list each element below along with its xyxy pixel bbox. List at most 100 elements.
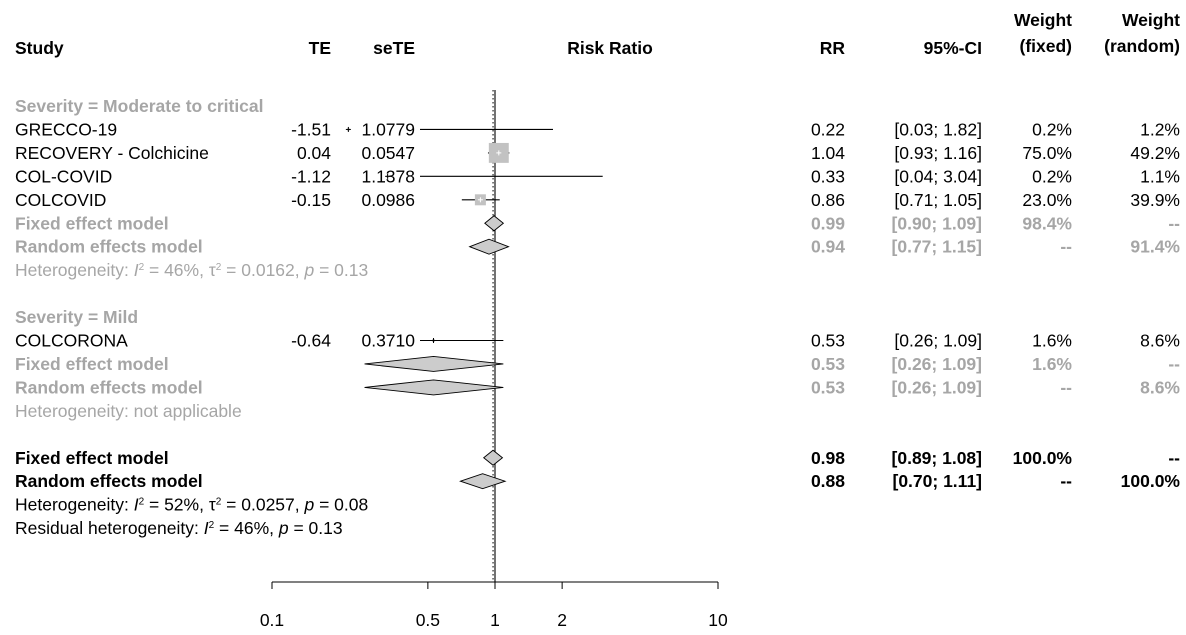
weight-random-value: 8.6% xyxy=(1140,377,1180,397)
weight-fixed-value: -- xyxy=(1060,237,1072,257)
rr-value: 0.98 xyxy=(811,448,845,468)
x-tick-label: 10 xyxy=(708,610,728,630)
rr-value: 0.53 xyxy=(811,331,845,351)
study-name: COL-COVID xyxy=(15,166,112,186)
row-overall_fixed: Fixed effect model 0.98 [0.89; 1.08] 100.0%… xyxy=(15,448,1180,468)
row-sub_het: Heterogeneity: I2 = 46%, τ2 = 0.0162, p … xyxy=(15,260,368,280)
te-value: 0.04 xyxy=(297,143,331,163)
x-tick-label: 1 xyxy=(490,610,500,630)
header-sete: seTE xyxy=(373,38,415,58)
header-weight-random-line1: Weight xyxy=(1122,10,1180,30)
study-name: COLCOVID xyxy=(15,190,106,210)
weight-random-value: 8.6% xyxy=(1140,331,1180,351)
header-weight-random-line2: (random) xyxy=(1104,36,1180,56)
rr-value: 0.53 xyxy=(811,354,845,374)
sete-value: 1.0779 xyxy=(361,119,415,139)
weight-random-value: 49.2% xyxy=(1130,143,1180,163)
weight-random-value: 100.0% xyxy=(1121,471,1181,491)
weight-fixed-value: 1.6% xyxy=(1032,331,1072,351)
row-overall_het: Heterogeneity: I2 = 52%, τ2 = 0.0257, p … xyxy=(15,495,368,515)
ci-value: [0.90; 1.09] xyxy=(892,213,982,233)
x-tick-label: 0.5 xyxy=(416,610,440,630)
rr-value: 0.88 xyxy=(811,471,845,491)
rr-value: 0.99 xyxy=(811,213,845,233)
row-sub_het_text: Heterogeneity: not applicable xyxy=(15,401,242,421)
subgroup-random-label: Random effects model xyxy=(15,237,203,257)
row-subgroup: Severity = Moderate to critical xyxy=(15,96,264,116)
te-value: -0.64 xyxy=(291,331,331,351)
overall-random-diamond xyxy=(459,473,507,490)
weight-random-value: 39.9% xyxy=(1130,190,1180,210)
header-study: Study xyxy=(15,38,64,58)
te-value: -1.12 xyxy=(291,166,331,186)
ci-value: [0.26; 1.09] xyxy=(892,377,982,397)
overall-fixed-diamond xyxy=(482,449,504,466)
residual-heterogeneity: Residual heterogeneity: I2 = 46%, p = 0.… xyxy=(15,518,343,538)
subgroup-fixed-diamond xyxy=(484,215,505,232)
column-header: Study TE seTE Risk Ratio RR 95%-CI Weigh… xyxy=(15,10,1180,58)
subgroup-heading: Severity = Mild xyxy=(15,307,138,327)
weight-fixed-value: 0.2% xyxy=(1032,166,1072,186)
ci-value: [0.26; 1.09] xyxy=(892,354,982,374)
ci-value: [0.77; 1.15] xyxy=(892,237,982,257)
ci-value: [0.71; 1.05] xyxy=(894,190,982,210)
rr-value: 0.53 xyxy=(811,377,845,397)
row-sub_fixed: Fixed effect model 0.99 [0.90; 1.09] 98.4% -… xyxy=(15,213,1180,233)
weight-fixed-value: 98.4% xyxy=(1022,213,1072,233)
subgroup-random-label: Random effects model xyxy=(15,377,203,397)
subgroup-fixed-label: Fixed effect model xyxy=(15,213,169,233)
row-study: RECOVERY - Colchicine 0.04 0.0547 1.04 [0.93… xyxy=(15,143,1180,163)
row-sub_random: Random effects model 0.94 [0.77; 1.15] -- 91… xyxy=(15,237,1180,257)
weight-fixed-value: 0.2% xyxy=(1032,119,1072,139)
row-study: GRECCO-19 -1.51 1.0779 0.22 [0.03; 1.82] 0.2%… xyxy=(15,119,1180,139)
weight-fixed-value: 75.0% xyxy=(1022,143,1072,163)
subgroup-heterogeneity: Heterogeneity: not applicable xyxy=(15,401,242,421)
header-risk-ratio: Risk Ratio xyxy=(567,38,653,58)
weight-random-value: 1.1% xyxy=(1140,166,1180,186)
overall-heterogeneity: Heterogeneity: I2 = 52%, τ2 = 0.0257, p … xyxy=(15,495,368,515)
weight-fixed-value: 23.0% xyxy=(1022,190,1072,210)
row-overall_random: Random effects model 0.88 [0.70; 1.11] -- 10… xyxy=(15,471,1180,491)
ci-value: [0.89; 1.08] xyxy=(892,448,982,468)
ci-value: [0.26; 1.09] xyxy=(894,331,982,351)
forest-rows: Severity = Moderate to critical GRECCO-19… xyxy=(15,96,1180,538)
rr-value: 0.22 xyxy=(811,119,845,139)
subgroup-fixed-diamond xyxy=(364,355,504,372)
rr-value: 0.33 xyxy=(811,166,845,186)
subgroup-fixed-label: Fixed effect model xyxy=(15,354,169,374)
sete-value: 0.0986 xyxy=(361,190,415,210)
rr-value: 0.86 xyxy=(811,190,845,210)
rr-value: 1.04 xyxy=(811,143,845,163)
row-study: COL-COVID -1.12 1.1378 0.33 [0.04; 3.04] 0.2%… xyxy=(15,166,1180,186)
weight-fixed-value: -- xyxy=(1060,471,1072,491)
weight-fixed-value: 1.6% xyxy=(1032,354,1072,374)
sete-value: 0.0547 xyxy=(361,143,415,163)
weight-random-value: -- xyxy=(1168,354,1180,374)
subgroup-random-diamond xyxy=(468,238,510,255)
ci-value: [0.04; 3.04] xyxy=(894,166,982,186)
rr-value: 0.94 xyxy=(811,237,845,257)
ci-value: [0.70; 1.11] xyxy=(893,471,983,491)
study-name: RECOVERY - Colchicine xyxy=(15,143,209,163)
header-te: TE xyxy=(309,38,331,58)
header-ci: 95%-CI xyxy=(924,38,982,58)
x-tick-label: 0.1 xyxy=(260,610,284,630)
overall-random-label: Random effects model xyxy=(15,471,203,491)
x-axis: 0.1 0.5 1 2 10 xyxy=(260,581,728,630)
header-rr: RR xyxy=(820,38,846,58)
ci-value: [0.93; 1.16] xyxy=(894,143,982,163)
weight-random-value: -- xyxy=(1168,213,1180,233)
te-value: -1.51 xyxy=(291,119,331,139)
row-subgroup: Severity = Mild xyxy=(15,307,138,327)
row-study: COLCORONA -0.64 0.3710 0.53 [0.26; 1.09] 1.6%… xyxy=(15,331,1180,351)
header-weight-fixed-line2: (fixed) xyxy=(1020,36,1073,56)
weight-random-value: 91.4% xyxy=(1130,237,1180,257)
subgroup-heading: Severity = Moderate to critical xyxy=(15,96,264,116)
weight-random-value: 1.2% xyxy=(1140,119,1180,139)
weight-fixed-value: -- xyxy=(1060,377,1072,397)
row-resid_het: Residual heterogeneity: I2 = 46%, p = 0.… xyxy=(15,518,343,538)
ci-value: [0.03; 1.82] xyxy=(894,119,982,139)
study-name: GRECCO-19 xyxy=(15,119,117,139)
study-name: COLCORONA xyxy=(15,331,128,351)
row-sub_fixed: Fixed effect model 0.53 [0.26; 1.09] 1.6% -- xyxy=(15,354,1180,374)
